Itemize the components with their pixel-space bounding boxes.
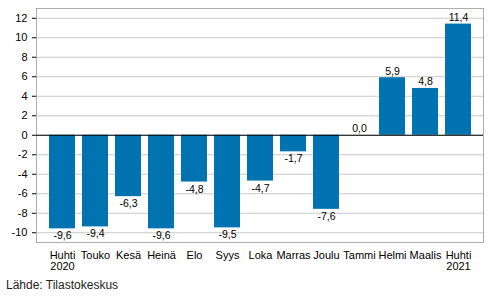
svg-text:-2: -2 xyxy=(18,148,28,160)
svg-text:Tammi: Tammi xyxy=(343,249,375,261)
svg-text:12: 12 xyxy=(15,12,27,24)
svg-text:-6,3: -6,3 xyxy=(119,197,137,209)
svg-text:Helmi: Helmi xyxy=(378,249,406,261)
svg-text:Syys: Syys xyxy=(216,249,240,261)
svg-text:8: 8 xyxy=(21,51,27,63)
svg-text:0,0: 0,0 xyxy=(352,122,367,134)
svg-text:0: 0 xyxy=(21,129,27,141)
svg-text:Kesä: Kesä xyxy=(116,249,142,261)
svg-text:11,4: 11,4 xyxy=(449,11,469,23)
html-text:Lähde: Tilastokeskus: Lähde: Tilastokeskus xyxy=(6,278,119,292)
svg-text:Loka: Loka xyxy=(249,249,274,261)
svg-text:-8: -8 xyxy=(18,207,28,219)
svg-text:10: 10 xyxy=(15,31,27,43)
svg-text:Maalis: Maalis xyxy=(410,249,442,261)
svg-text:-9,5: -9,5 xyxy=(218,228,236,240)
svg-text:-4,8: -4,8 xyxy=(185,183,203,195)
svg-text:4,8: 4,8 xyxy=(418,75,433,87)
svg-text:-9,6: -9,6 xyxy=(53,229,71,241)
svg-text:4: 4 xyxy=(21,90,27,102)
svg-text:Huhti2020: Huhti2020 xyxy=(50,249,76,272)
svg-text:6: 6 xyxy=(21,70,27,82)
svg-text:-1,7: -1,7 xyxy=(284,152,302,164)
svg-text:-4: -4 xyxy=(18,168,28,180)
svg-text:-9,6: -9,6 xyxy=(152,229,170,241)
svg-text:-10: -10 xyxy=(12,226,28,238)
svg-text:Elo: Elo xyxy=(187,249,203,261)
svg-text:Marras: Marras xyxy=(276,249,311,261)
svg-text:Joulu: Joulu xyxy=(313,249,339,261)
svg-text:-7,6: -7,6 xyxy=(317,210,335,222)
svg-text:2: 2 xyxy=(21,109,27,121)
svg-text:-9,4: -9,4 xyxy=(86,227,104,239)
svg-text:Heinä: Heinä xyxy=(147,249,177,261)
svg-text:Touko: Touko xyxy=(81,249,110,261)
svg-text:5,9: 5,9 xyxy=(385,65,400,77)
svg-text:Huhti2021: Huhti2021 xyxy=(446,249,472,272)
svg-text:-4,7: -4,7 xyxy=(251,182,269,194)
svg-text:-6: -6 xyxy=(18,187,28,199)
